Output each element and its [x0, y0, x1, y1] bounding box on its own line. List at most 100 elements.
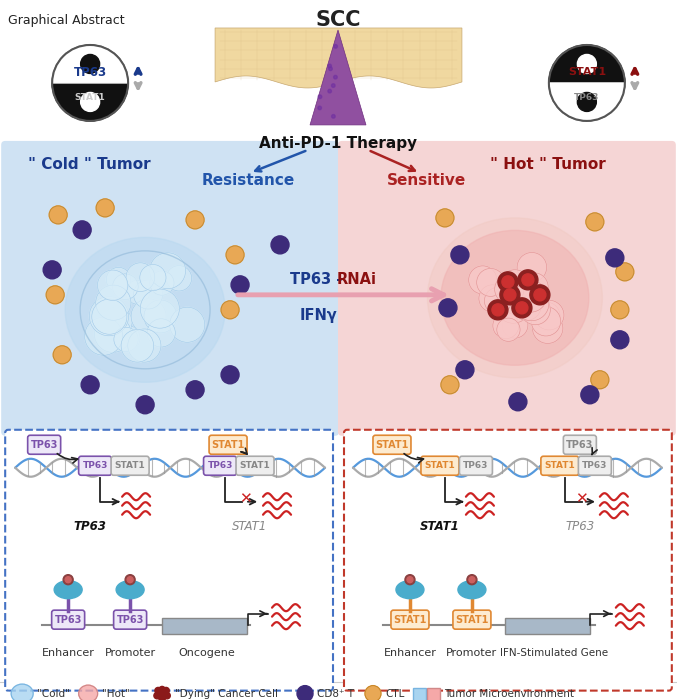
- Circle shape: [271, 236, 289, 254]
- Circle shape: [85, 317, 123, 355]
- Text: ✕: ✕: [239, 491, 251, 506]
- Circle shape: [500, 285, 520, 304]
- Circle shape: [586, 213, 604, 231]
- Text: "Hot": "Hot": [102, 689, 130, 699]
- Circle shape: [63, 575, 73, 584]
- Circle shape: [498, 272, 518, 292]
- Circle shape: [221, 301, 239, 318]
- Circle shape: [611, 331, 629, 349]
- Circle shape: [49, 206, 67, 224]
- Circle shape: [95, 285, 131, 321]
- Text: Oncogene: Oncogene: [179, 648, 236, 657]
- Polygon shape: [310, 30, 366, 125]
- Circle shape: [405, 575, 415, 584]
- Circle shape: [492, 304, 504, 316]
- Circle shape: [164, 692, 171, 699]
- Ellipse shape: [79, 685, 97, 700]
- Circle shape: [518, 270, 538, 290]
- Circle shape: [159, 687, 165, 693]
- Text: RNAi: RNAi: [337, 272, 377, 287]
- Circle shape: [549, 45, 625, 121]
- Circle shape: [533, 313, 563, 344]
- Circle shape: [328, 64, 332, 68]
- Text: Promoter: Promoter: [104, 648, 156, 657]
- Circle shape: [515, 286, 549, 321]
- Circle shape: [106, 267, 131, 292]
- Circle shape: [531, 307, 561, 336]
- Text: STAT1: STAT1: [240, 461, 270, 470]
- Text: TP63: TP63: [74, 519, 106, 533]
- Circle shape: [606, 249, 624, 267]
- Circle shape: [496, 290, 530, 323]
- Text: Graphical Abstract: Graphical Abstract: [8, 14, 125, 27]
- Ellipse shape: [116, 581, 144, 598]
- Circle shape: [439, 299, 457, 317]
- Circle shape: [46, 286, 64, 304]
- Text: STAT1: STAT1: [114, 461, 146, 470]
- Text: Tumor Microenvironment: Tumor Microenvironment: [444, 689, 574, 699]
- Circle shape: [328, 90, 332, 93]
- Circle shape: [161, 690, 167, 696]
- FancyBboxPatch shape: [28, 435, 61, 454]
- Circle shape: [231, 276, 249, 294]
- Circle shape: [65, 577, 71, 582]
- Circle shape: [467, 575, 477, 584]
- FancyBboxPatch shape: [236, 456, 274, 475]
- Circle shape: [89, 297, 129, 336]
- Circle shape: [516, 302, 528, 314]
- Circle shape: [577, 55, 596, 74]
- Circle shape: [318, 106, 322, 110]
- Circle shape: [114, 328, 138, 351]
- Circle shape: [456, 360, 474, 379]
- Circle shape: [332, 84, 335, 88]
- Wedge shape: [52, 45, 128, 83]
- Circle shape: [512, 298, 532, 318]
- Text: " Hot " Tumor: " Hot " Tumor: [490, 157, 606, 172]
- FancyBboxPatch shape: [204, 456, 236, 475]
- Text: "Dying" Cancer Cell: "Dying" Cancer Cell: [175, 689, 278, 699]
- Circle shape: [226, 246, 244, 264]
- Circle shape: [334, 45, 337, 48]
- Circle shape: [451, 246, 469, 264]
- Circle shape: [133, 280, 162, 309]
- FancyBboxPatch shape: [79, 456, 112, 475]
- Circle shape: [94, 316, 131, 352]
- Text: TP63 -: TP63 -: [290, 272, 347, 287]
- Circle shape: [332, 115, 335, 118]
- Text: CTL: CTL: [385, 689, 404, 699]
- Text: ✕: ✕: [575, 491, 588, 506]
- Text: STAT1: STAT1: [544, 461, 575, 470]
- Circle shape: [81, 376, 99, 394]
- Text: IFNγ: IFNγ: [300, 308, 338, 323]
- Circle shape: [581, 386, 599, 404]
- Circle shape: [407, 577, 413, 582]
- FancyBboxPatch shape: [578, 456, 611, 475]
- Circle shape: [114, 326, 140, 351]
- Text: STAT1: STAT1: [375, 440, 409, 450]
- Circle shape: [127, 577, 133, 582]
- FancyBboxPatch shape: [162, 617, 247, 634]
- Text: Anti-PD-1 Therapy: Anti-PD-1 Therapy: [259, 136, 417, 151]
- Circle shape: [485, 288, 511, 314]
- Circle shape: [515, 281, 546, 312]
- Circle shape: [577, 92, 596, 111]
- Circle shape: [144, 300, 177, 333]
- Circle shape: [131, 299, 166, 334]
- Circle shape: [128, 329, 161, 362]
- Circle shape: [436, 209, 454, 227]
- Circle shape: [297, 685, 313, 700]
- Circle shape: [517, 253, 546, 282]
- FancyBboxPatch shape: [111, 456, 149, 475]
- Text: IFN-Stimulated Gene: IFN-Stimulated Gene: [500, 648, 608, 657]
- FancyBboxPatch shape: [541, 456, 579, 475]
- FancyBboxPatch shape: [344, 430, 672, 691]
- FancyBboxPatch shape: [453, 610, 491, 629]
- Circle shape: [493, 313, 519, 339]
- Circle shape: [479, 285, 506, 312]
- Circle shape: [150, 271, 174, 295]
- Circle shape: [150, 253, 185, 288]
- Circle shape: [186, 211, 204, 229]
- Circle shape: [159, 695, 165, 700]
- Text: STAT1: STAT1: [455, 615, 489, 624]
- Circle shape: [441, 376, 459, 394]
